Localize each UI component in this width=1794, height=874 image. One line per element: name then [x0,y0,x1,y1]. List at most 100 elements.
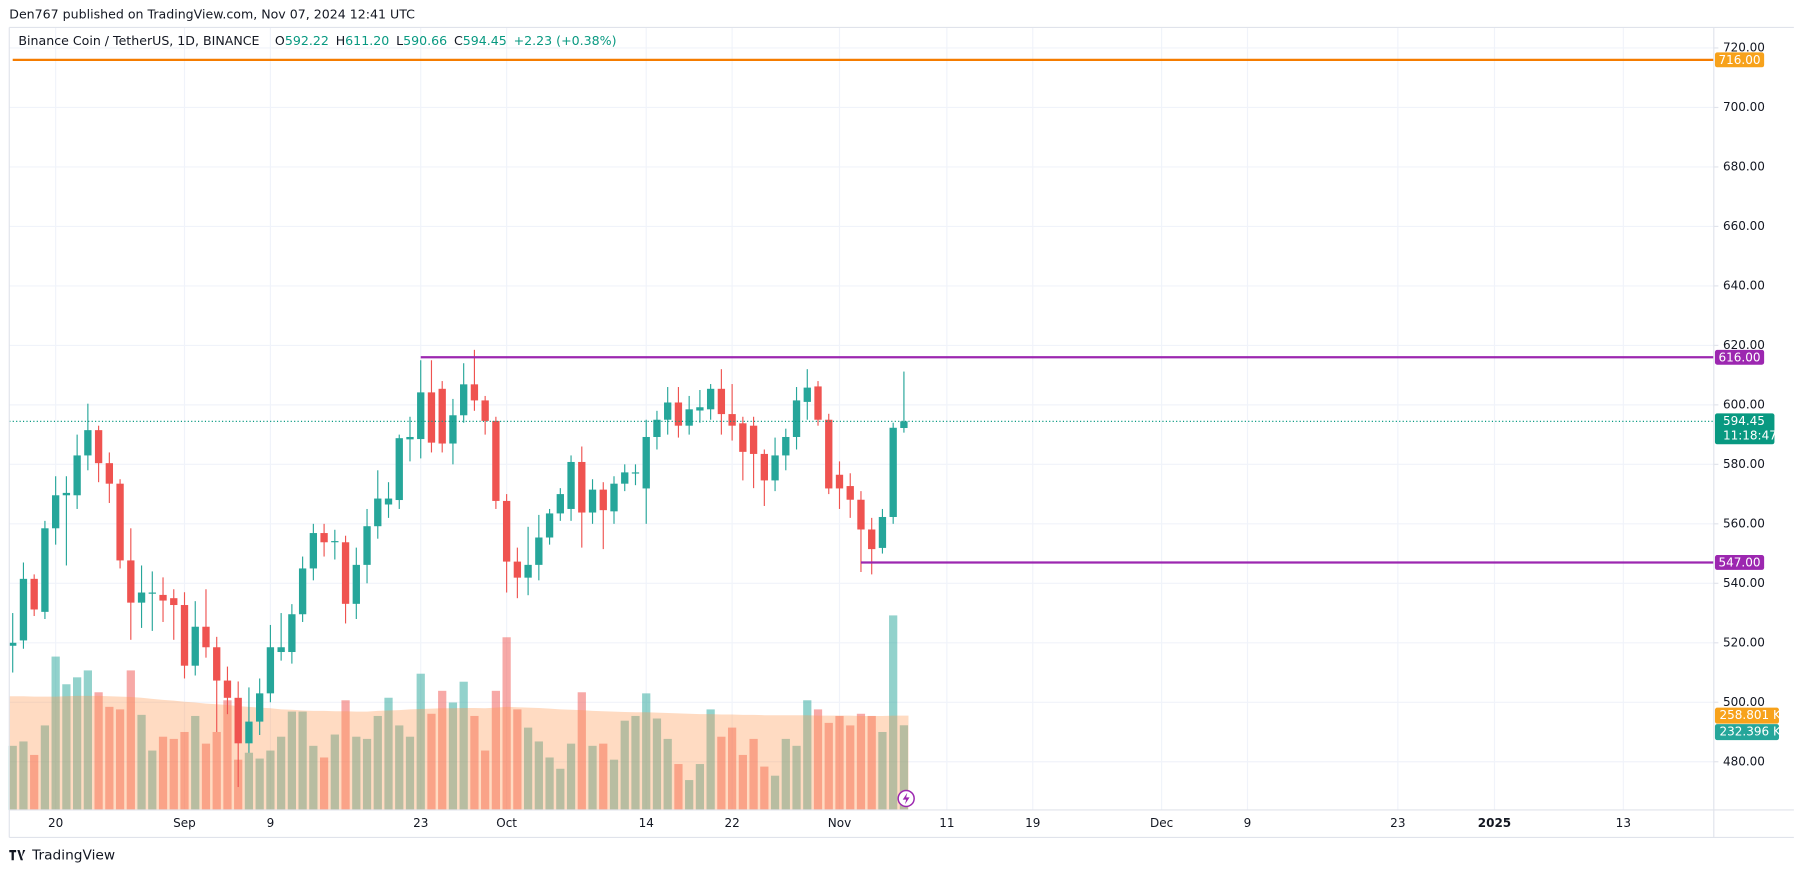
candle-body [578,461,586,513]
volume-bar [502,637,511,810]
candle-body [588,489,597,513]
ohlc-prefix: O [275,33,285,48]
candle-body [438,388,446,444]
candle-body [825,419,833,489]
candle-body [814,386,822,420]
x-tick-label: 14 [639,816,654,830]
volume-bar [867,715,876,810]
candle-body [41,528,49,612]
x-tick-label: 23 [413,816,428,830]
volume-bar [846,725,855,810]
volume-bar [427,713,436,810]
candle-body [857,499,865,530]
volume-bar [459,681,468,810]
volume-label-bg [1714,707,1780,724]
bolt-icon [897,789,915,808]
y-tick-label: 680.00 [1723,159,1765,173]
candle-body [84,430,92,456]
candle-body [449,415,457,444]
symbol: Binance Coin / TetherUS, 1D, BINANCE [18,33,259,48]
y-tick-label: 580.00 [1723,457,1765,471]
ohlc-value: 594.45 [463,33,507,48]
volume-bar [792,745,801,810]
volume-bar [878,731,887,810]
volume-bar [685,780,694,810]
candle-body [567,461,575,509]
volume-bar [352,736,361,810]
volume-pane [8,615,909,810]
candle-body [535,537,543,565]
candle-body [599,489,607,511]
volume-bar [438,690,447,810]
volume-bar [652,718,662,810]
candle-body [846,486,854,500]
candle-body [642,436,650,489]
volume-bar [287,711,296,810]
candle-body [878,516,887,548]
volume-bar [631,715,640,810]
candle-body [127,560,135,603]
candle-body [706,388,715,410]
candle-body [277,647,285,653]
volume-bar [40,725,50,810]
volume-bar [889,615,898,810]
volume-bar [201,743,211,810]
volume-bar [706,709,715,810]
candle-body [460,384,468,416]
volume-bar [523,727,533,810]
volume-bar [169,738,178,810]
x-tick-label: Sep [173,816,196,830]
x-tick-label: 19 [1025,816,1040,830]
candle-body [298,568,307,615]
candle-body [502,500,511,562]
volume-bar [298,711,307,810]
last-price-bg [1714,413,1775,445]
volume-bar [405,736,415,810]
volume-ma-area [9,695,909,810]
candle-body [213,647,221,681]
ohlc-value: 592.22 [285,33,329,48]
volume-bar [738,754,747,810]
volume-bar [770,775,780,810]
axes: 480.00 500.00 520.00 540.00 560.00 580.00 600.… [48,40,1765,830]
volume-bar [856,713,866,810]
candle-body [674,402,683,426]
y-tick-label: 600.00 [1723,397,1765,411]
candle-body [30,578,38,610]
volume-bar [534,741,543,810]
volume-bar [62,684,71,810]
candle-body [835,474,844,489]
candle-body [771,455,779,481]
candle-body [900,421,908,429]
x-tick-label: 20 [48,816,63,830]
y-tick-label: 720.00 [1723,40,1765,54]
candle-body [245,721,253,744]
y-tick-label: 620.00 [1723,338,1765,352]
volume-bar [470,715,479,810]
candle-body [717,388,726,415]
candle-body [749,425,758,454]
candle-body [481,400,489,421]
candle-body [653,419,661,437]
candle-body [760,453,768,481]
volume-bar [599,743,608,810]
candle-body [51,495,60,529]
candle-body [868,529,876,550]
candle-body [331,541,339,543]
candle-body [202,626,210,648]
candle-body [610,483,618,512]
volume-bar [277,736,286,810]
volume-bar [727,727,737,810]
volume-bar [717,736,726,810]
volume-bar [813,709,823,810]
candle-body [159,594,167,601]
candle-body [664,402,672,420]
candle-body [545,513,554,538]
candle-body [470,384,479,401]
ohlc-value: 590.66 [403,33,447,48]
ohlc-prefix: H [336,33,345,48]
ohlc-prefix: L [396,33,403,48]
volume-bar [212,731,221,810]
volume-bar [513,709,522,810]
